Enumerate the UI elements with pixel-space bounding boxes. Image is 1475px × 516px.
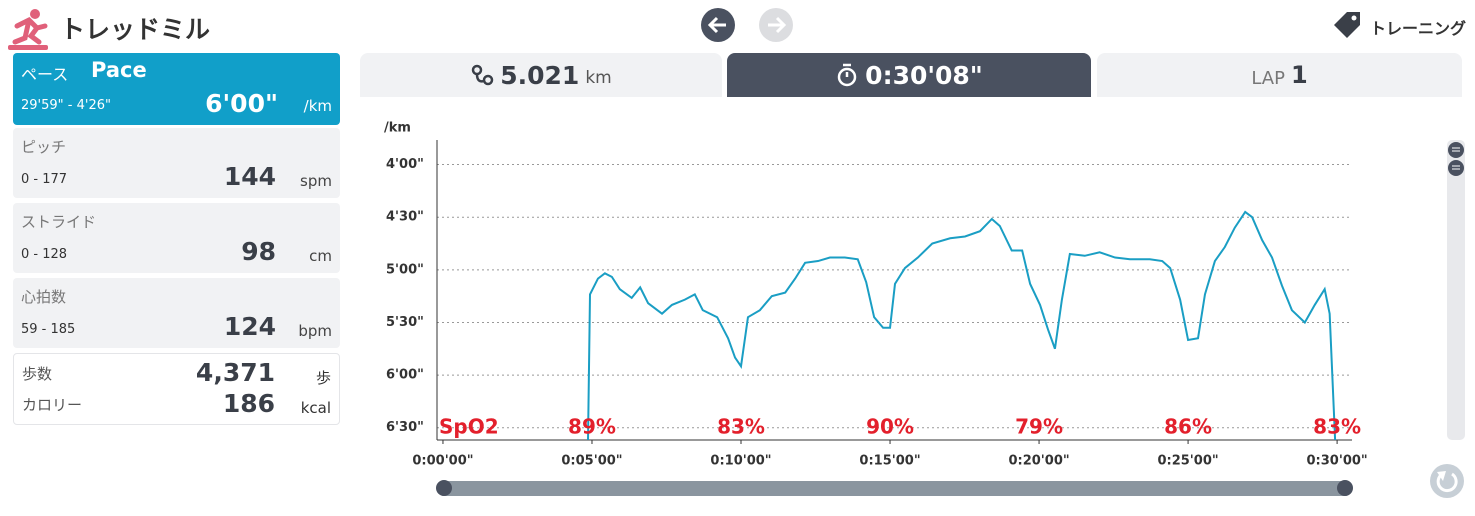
route-icon — [472, 64, 494, 86]
pitch-card[interactable]: ピッチ 0 - 177 144 spm — [13, 128, 340, 198]
calories-unit: kcal — [300, 399, 331, 417]
time-tab[interactable]: 0:30'08" — [727, 53, 1091, 97]
metric-range: 0 - 177 — [21, 172, 68, 187]
app-title: トレッドミル — [60, 15, 211, 44]
metric-value: 98 — [241, 237, 276, 266]
tag-icon — [1334, 12, 1360, 38]
distance-value: 5.021 — [500, 60, 580, 90]
y-tick-label: 4'00" — [386, 157, 424, 172]
x-tick-label: 0:20'00" — [1008, 454, 1069, 469]
metric-label: ペース — [21, 65, 69, 84]
metric-label: ストライド — [21, 213, 97, 231]
metric-label: 心拍数 — [21, 288, 67, 306]
x-tick-label: 0:15'00" — [859, 454, 920, 469]
distance-tab[interactable]: 5.021 km — [360, 53, 722, 97]
runner-icon — [8, 9, 48, 50]
metric-range: 0 - 128 — [21, 247, 68, 262]
x-tick-label: 0:00'00" — [412, 454, 473, 469]
training-link[interactable]: トレーニング — [1370, 19, 1467, 38]
metric-value: 144 — [223, 162, 276, 191]
spo2-label: SpO2 — [439, 415, 499, 439]
metric-name: Pace — [91, 58, 147, 82]
heart-rate-card[interactable]: 心拍数 59 - 185 124 bpm — [13, 278, 340, 348]
metric-range: 29'59" - 4'26" — [21, 98, 111, 113]
steps-value: 4,371 — [195, 358, 275, 387]
x-tick-label: 0:30'00" — [1307, 454, 1368, 469]
y-tick-label: 5'30" — [386, 315, 424, 330]
distance-unit: km — [585, 68, 612, 88]
spo2-value: 89% — [568, 415, 616, 439]
slider-handle[interactable] — [1337, 480, 1353, 496]
y-tick-label: 6'30" — [386, 420, 424, 435]
lap-label: LAP — [1251, 67, 1285, 89]
y-tick-label: 4'30" — [386, 210, 424, 225]
metric-unit: bpm — [298, 322, 332, 340]
x-tick-label: 0:05'00" — [561, 454, 622, 469]
stride-card[interactable]: ストライド 0 - 128 98 cm — [13, 203, 340, 273]
stopwatch-icon — [837, 63, 857, 87]
y-tick-label: 5'00" — [386, 262, 424, 277]
totals-card: 歩数 4,371 歩 カロリー 186 kcal — [13, 353, 340, 425]
steps-label: 歩数 — [22, 365, 53, 383]
range-slider[interactable] — [437, 481, 1352, 496]
metric-unit: cm — [309, 247, 332, 265]
reset-button[interactable] — [1430, 464, 1464, 498]
metric-range: 59 - 185 — [21, 322, 76, 337]
steps-unit: 歩 — [315, 369, 331, 387]
spo2-value: 79% — [1015, 415, 1063, 439]
slider-handle[interactable] — [436, 480, 452, 496]
x-tick-label: 0:25'00" — [1157, 454, 1218, 469]
lap-tab[interactable]: LAP 1 — [1097, 53, 1462, 97]
x-tick-label: 0:10'00" — [710, 454, 771, 469]
nav-arrows — [701, 8, 793, 42]
spo2-value: 83% — [717, 415, 765, 439]
y-axis-label: /km — [384, 121, 411, 136]
scrollbar-thumb[interactable] — [1448, 142, 1464, 176]
spo2-value: 83% — [1313, 415, 1361, 439]
metric-unit: spm — [300, 172, 332, 190]
calories-label: カロリー — [22, 396, 83, 414]
spo2-value: 90% — [866, 415, 914, 439]
pace-line — [587, 210, 1337, 441]
calories-value: 186 — [222, 389, 275, 418]
metric-value: 124 — [223, 312, 276, 341]
next-button[interactable] — [759, 8, 793, 42]
metric-value: 6'00" — [205, 89, 278, 118]
y-tick-label: 6'00" — [386, 368, 424, 383]
time-value: 0:30'08" — [865, 60, 983, 90]
pace-card[interactable]: ペース Pace 29'59" - 4'26" 6'00" /km — [13, 53, 340, 125]
metric-unit: /km — [303, 97, 332, 115]
prev-button[interactable] — [701, 8, 735, 42]
lap-value: 1 — [1290, 61, 1308, 89]
scrollbar-track[interactable] — [1447, 140, 1465, 440]
spo2-value: 86% — [1164, 415, 1212, 439]
metric-label: ピッチ — [21, 138, 67, 156]
